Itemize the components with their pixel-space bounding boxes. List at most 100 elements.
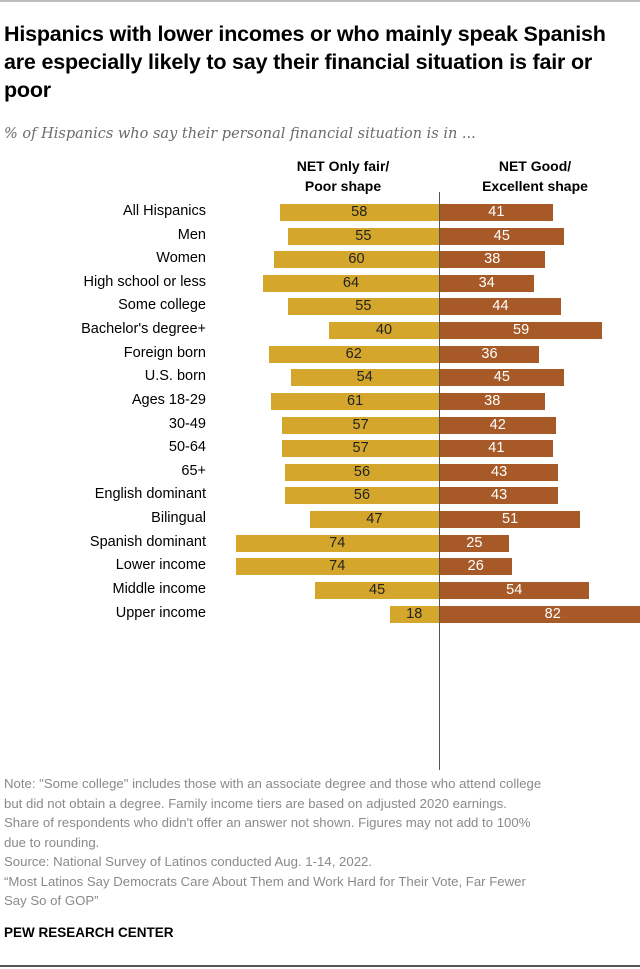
- value-label-fair-poor: 57: [352, 440, 369, 457]
- chart-notes: Note: "Some college" includes those with…: [4, 774, 636, 911]
- value-label-good-excellent: 59: [513, 322, 530, 339]
- category-label: High school or less: [83, 273, 207, 290]
- value-label-good-excellent: 45: [493, 369, 510, 386]
- category-label: 65+: [181, 462, 206, 479]
- bar-fair-poor: [271, 392, 439, 410]
- category-label: 50-64: [168, 439, 206, 456]
- center-axis-line: [439, 192, 440, 770]
- bar-good-excellent: [440, 558, 512, 576]
- note-line: due to rounding.: [4, 834, 100, 850]
- source-line: Source: National Survey of Latinos condu…: [4, 854, 373, 869]
- column-header-fair-poor: NET Only fair/ Poor shape: [263, 156, 423, 196]
- value-label-fair-poor: 55: [355, 298, 372, 315]
- value-label-good-excellent: 54: [506, 582, 523, 598]
- bar-fair-poor: [285, 487, 439, 505]
- bar-fair-poor: [329, 322, 439, 340]
- bar-fair-poor: [274, 251, 439, 269]
- bar-good-excellent: [440, 345, 539, 363]
- bar-good-excellent: [440, 463, 559, 481]
- note-line: Share of respondents who didn't offer an…: [4, 815, 531, 830]
- category-label: 30-49: [168, 415, 206, 432]
- value-label-fair-poor: 18: [406, 605, 423, 622]
- category-label: Bilingual: [151, 510, 206, 527]
- bar-good-excellent: [440, 534, 509, 552]
- category-label: Middle income: [112, 581, 207, 597]
- bar-fair-poor: [235, 534, 439, 552]
- value-label-good-excellent: 41: [488, 440, 505, 457]
- bar-good-excellent: [440, 298, 561, 316]
- value-label-fair-poor: 47: [366, 511, 383, 528]
- bar-fair-poor: [389, 605, 439, 623]
- bar-good-excellent: [440, 440, 553, 458]
- category-label: Foreign born: [123, 344, 206, 361]
- column-header-line: Excellent shape: [482, 178, 588, 194]
- category-label: Bachelor's degree+: [81, 321, 206, 338]
- column-header-line: NET Good/: [498, 158, 572, 174]
- category-label: All Hispanics: [123, 203, 206, 219]
- value-label-fair-poor: 56: [353, 463, 371, 480]
- bottom-rule: [0, 965, 640, 967]
- category-label: Ages 18-29: [131, 391, 206, 408]
- bar-fair-poor: [263, 274, 439, 292]
- bar-fair-poor: [287, 227, 439, 245]
- value-label-fair-poor: 40: [375, 322, 393, 339]
- note-line: but did not obtain a degree. Family inco…: [4, 795, 507, 811]
- value-label-fair-poor: 74: [329, 534, 346, 551]
- bar-fair-poor: [279, 204, 439, 221]
- bar-good-excellent: [440, 274, 534, 292]
- value-label-fair-poor: 56: [353, 487, 371, 504]
- pew-research-center-logo: PEW RESEARCH CENTER: [4, 925, 174, 940]
- bar-good-excellent: [440, 392, 545, 410]
- value-label-good-excellent: 44: [492, 298, 509, 315]
- bar-fair-poor: [235, 558, 439, 576]
- chart-subtitle: % of Hispanics who say their personal fi…: [4, 126, 476, 142]
- value-label-fair-poor: 58: [351, 204, 368, 220]
- bar-fair-poor: [287, 298, 439, 316]
- column-header-line: NET Only fair/: [296, 158, 390, 174]
- value-label-fair-poor: 60: [348, 251, 365, 268]
- bar-fair-poor: [282, 440, 439, 458]
- bar-good-excellent: [440, 416, 556, 434]
- value-label-good-excellent: 36: [481, 345, 498, 362]
- note-line: “Most Latinos Say Democrats Care About T…: [4, 873, 526, 889]
- bar-fair-poor: [268, 345, 439, 363]
- value-label-good-excellent: 25: [466, 534, 483, 551]
- bar-good-excellent: [440, 605, 640, 623]
- note-line: Say So of GOP”: [4, 893, 99, 908]
- value-label-good-excellent: 38: [484, 251, 501, 268]
- top-rule: [0, 0, 640, 2]
- bar-good-excellent: [440, 582, 589, 599]
- bar-fair-poor: [282, 416, 439, 434]
- bar-good-excellent: [440, 322, 603, 340]
- value-label-good-excellent: 45: [493, 227, 510, 244]
- value-label-good-excellent: 51: [502, 511, 519, 528]
- value-label-fair-poor: 55: [355, 227, 372, 244]
- bar-fair-poor: [290, 369, 439, 387]
- bar-good-excellent: [440, 204, 553, 221]
- value-label-good-excellent: 82: [544, 605, 561, 622]
- category-label: Upper income: [115, 604, 206, 621]
- value-label-fair-poor: 57: [352, 416, 369, 433]
- bar-fair-poor: [315, 582, 439, 599]
- bar-good-excellent: [440, 251, 545, 269]
- value-label-good-excellent: 41: [488, 204, 505, 220]
- chart-title: Hispanics with lower incomes or who main…: [4, 22, 606, 102]
- bar-good-excellent: [440, 511, 581, 529]
- value-label-fair-poor: 64: [342, 274, 360, 291]
- category-label: Women: [156, 250, 206, 267]
- column-header-line: Poor shape: [304, 178, 382, 194]
- bar-good-excellent: [440, 227, 564, 245]
- bar-fair-poor: [285, 463, 439, 481]
- category-label: Lower income: [115, 557, 206, 574]
- value-label-good-excellent: 34: [478, 274, 495, 291]
- value-label-fair-poor: 74: [329, 558, 346, 575]
- category-label: U.S. born: [144, 368, 206, 385]
- category-label: Some college: [118, 297, 206, 314]
- value-label-fair-poor: 45: [369, 582, 386, 598]
- value-label-good-excellent: 38: [484, 392, 501, 409]
- bar-good-excellent: [440, 487, 559, 505]
- value-label-fair-poor: 54: [356, 369, 373, 386]
- value-label-good-excellent: 43: [491, 463, 508, 480]
- category-label: Spanish dominant: [89, 533, 206, 550]
- value-label-good-excellent: 42: [489, 416, 506, 433]
